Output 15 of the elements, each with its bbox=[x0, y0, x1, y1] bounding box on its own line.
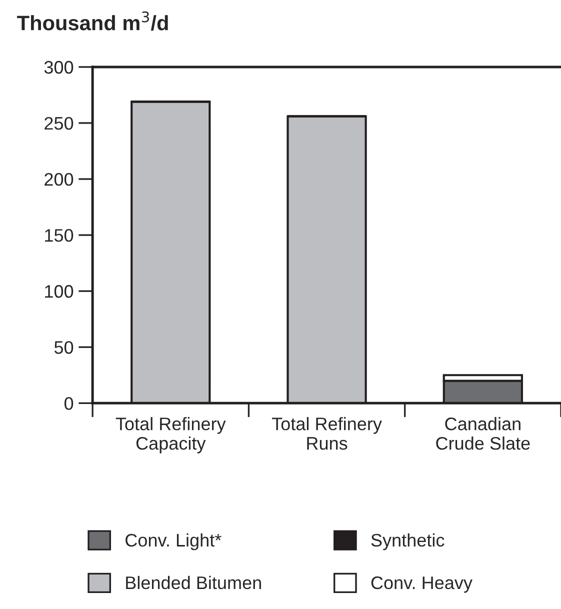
x-tick-label: Total Refinery Runs bbox=[272, 417, 382, 450]
x-tick-label: Total Refinery Capacity bbox=[116, 417, 226, 454]
y-tick-label: 250 bbox=[44, 116, 74, 130]
legend-label: Conv. Light* bbox=[126, 533, 222, 550]
legend-label: Blended Bitumen bbox=[126, 576, 261, 590]
y-tick-label: 150 bbox=[45, 229, 74, 242]
legend-label: Synthetic bbox=[371, 533, 444, 550]
y-tick-label: 200 bbox=[44, 172, 74, 186]
y-tick-label: 100 bbox=[45, 285, 74, 298]
y-tick-label: 50 bbox=[54, 341, 74, 354]
x-tick-label: Canadian Crude Slate bbox=[436, 417, 530, 450]
legend-label: Conv. Heavy bbox=[371, 576, 472, 593]
y-tick-label: 300 bbox=[44, 60, 74, 74]
y-tick-label: 0 bbox=[64, 397, 74, 410]
chart-title: Thousand m$^{3}$/d bbox=[17, 11, 168, 31]
